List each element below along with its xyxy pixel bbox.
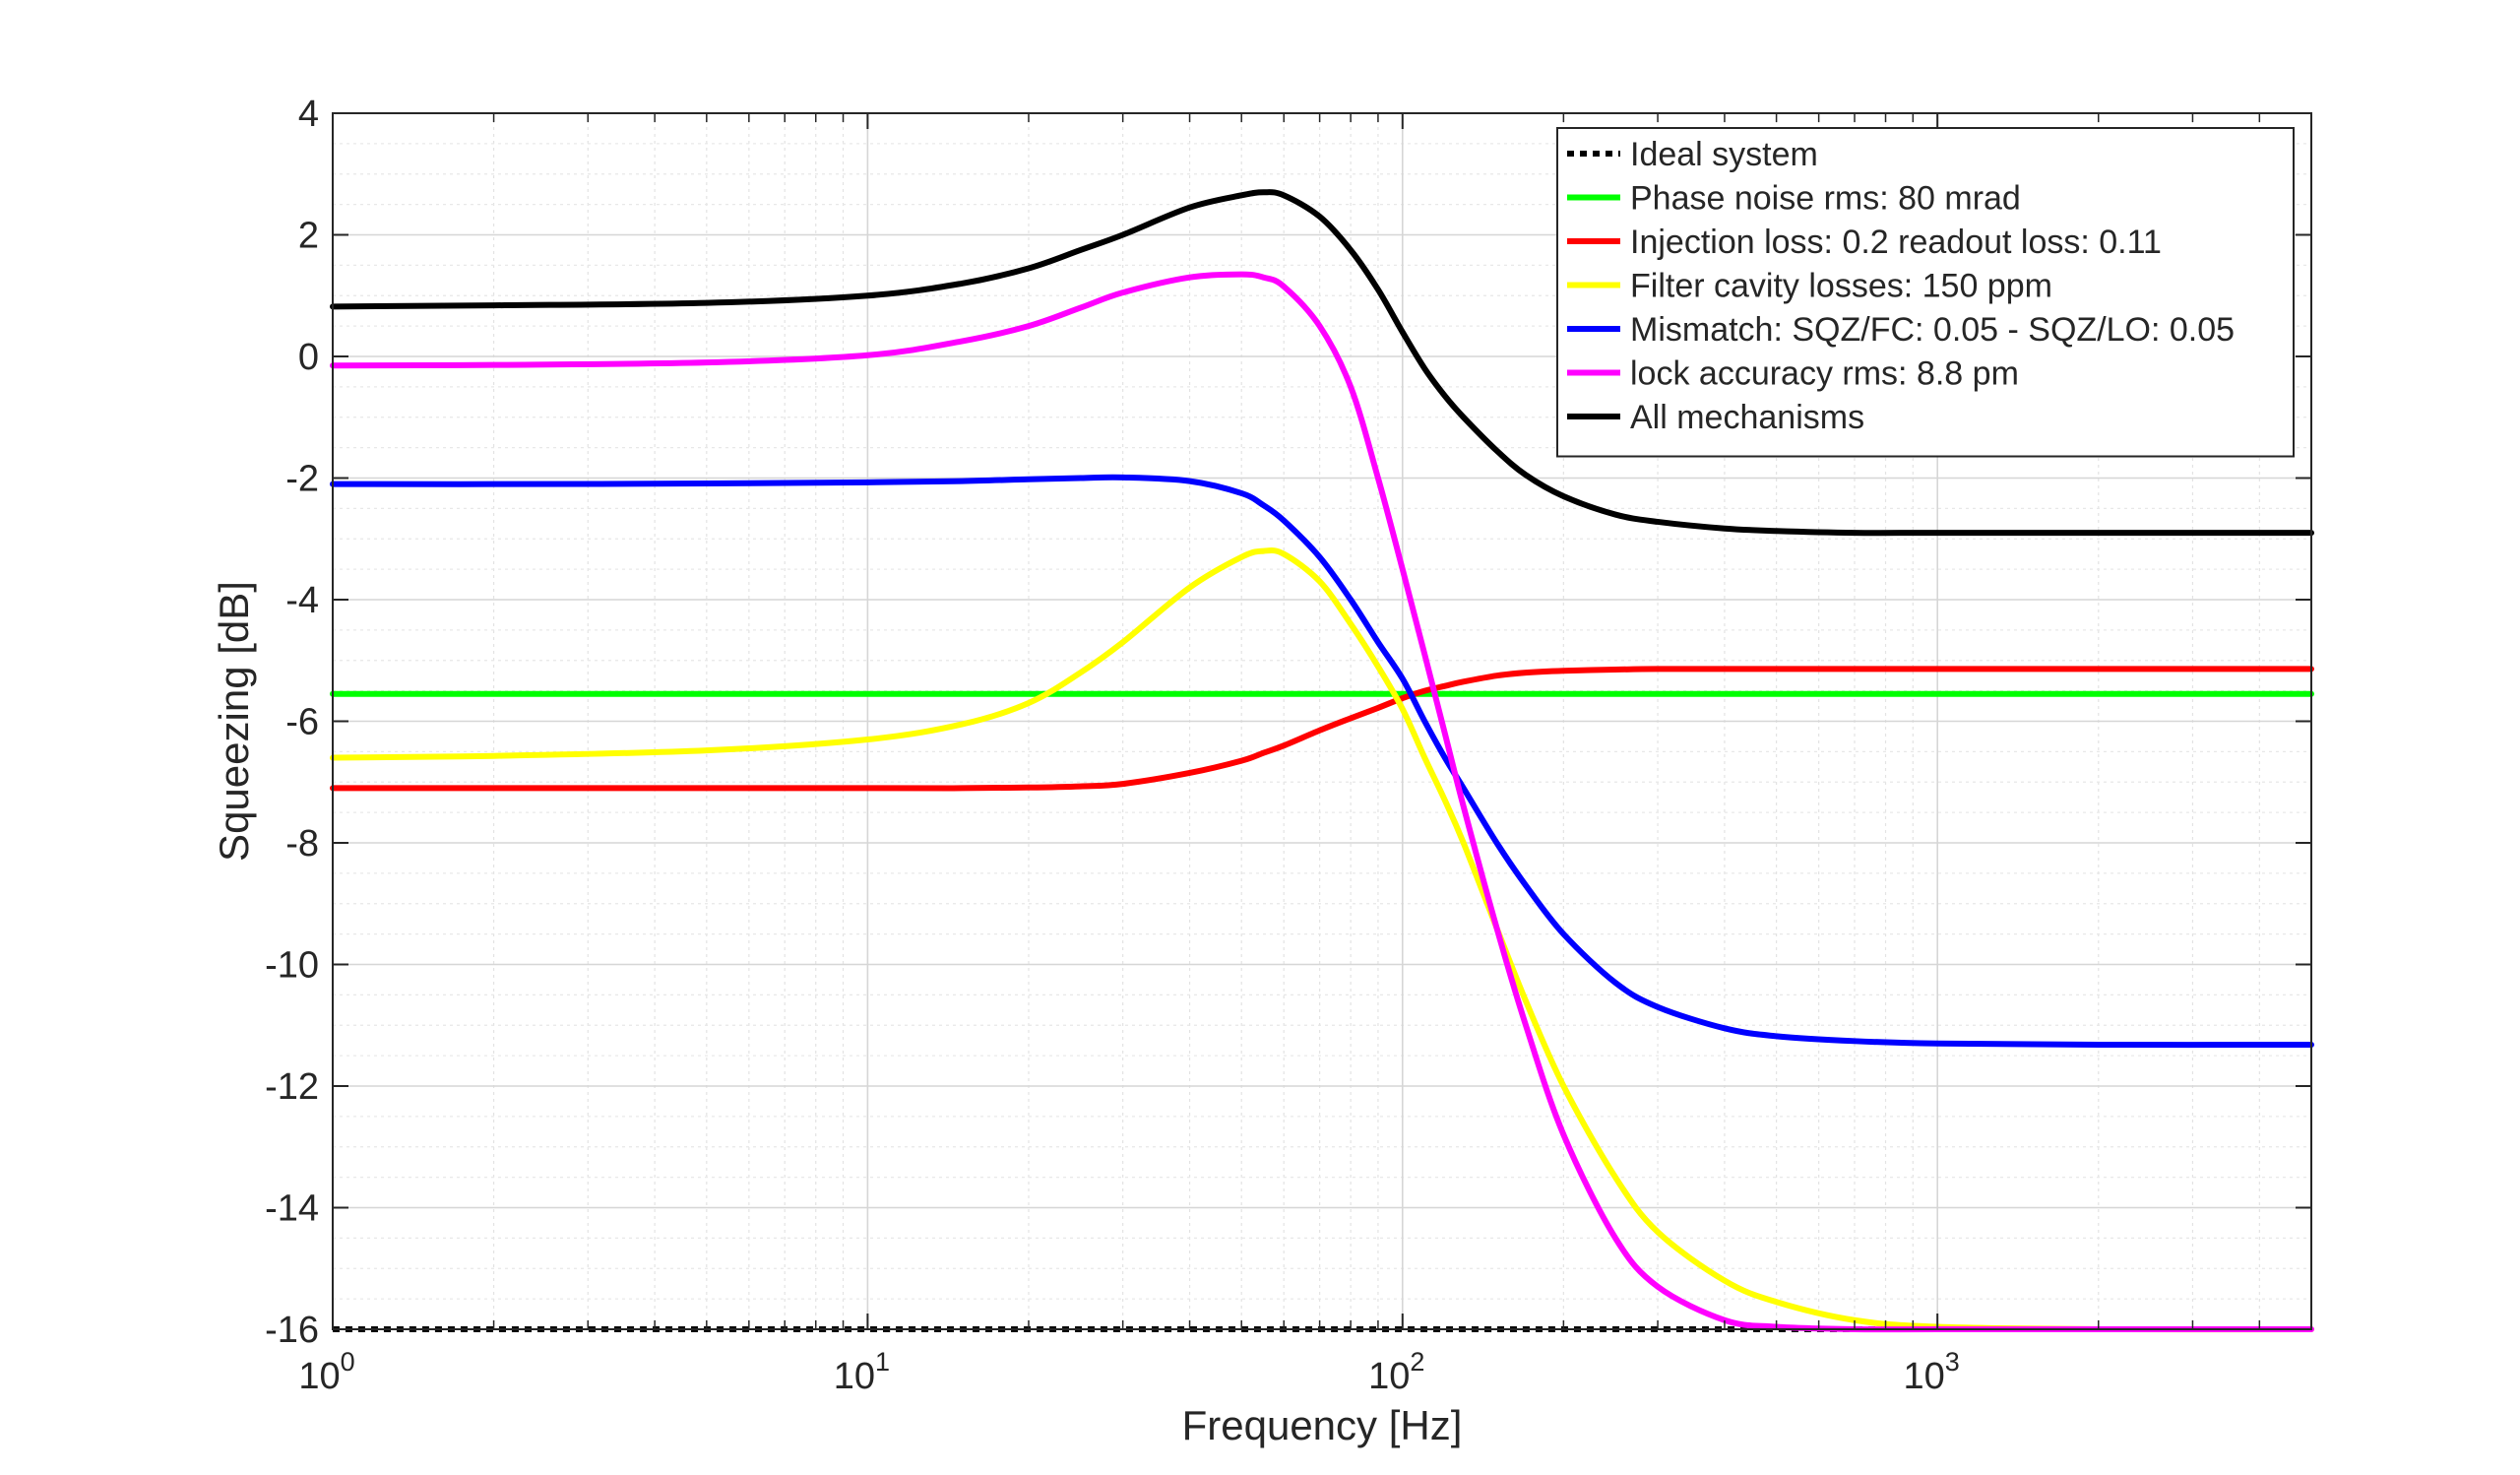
x-tick-label: 100 — [298, 1347, 354, 1397]
series-line-7 — [330, 189, 2314, 537]
y-tick-label: -14 — [265, 1188, 319, 1230]
y-tick-label: -10 — [265, 945, 319, 987]
y-tick-label: -4 — [285, 580, 319, 621]
legend-entry: Mismatch: SQZ/FC: 0.05 - SQZ/LO: 0.05 — [1630, 311, 2235, 349]
x-axis-label: Frequency [Hz] — [1182, 1402, 1463, 1448]
x-tick-label: 101 — [834, 1347, 890, 1397]
legend-entry: Injection loss: 0.2 readout loss: 0.11 — [1630, 224, 2162, 261]
y-tick-label: 0 — [298, 337, 319, 378]
series-line-4 — [330, 546, 2314, 1333]
ticks — [332, 112, 2312, 1330]
series-line-5 — [330, 474, 2314, 1049]
y-tick-label: -6 — [285, 702, 319, 743]
x-tick-labels: 100 101 102 103 — [298, 1347, 1959, 1397]
legend-entry: Ideal system — [1630, 136, 1818, 173]
series-line-6 — [330, 271, 2314, 1333]
y-tick-labels: 4 2 0 -2 -4 -6 -8 -10 -12 -14 -16 — [265, 94, 319, 1351]
legend: Ideal system Phase noise rms: 80 mrad Inje… — [1556, 127, 2295, 458]
x-tick-label: 103 — [1904, 1347, 1960, 1397]
series-line-3 — [330, 666, 2314, 792]
x-tick-label: 102 — [1368, 1347, 1424, 1397]
legend-box — [1556, 127, 2295, 458]
y-tick-label: -8 — [285, 823, 319, 865]
y-tick-label: -16 — [265, 1310, 319, 1351]
legend-entry: All mechanisms — [1630, 399, 1864, 436]
y-tick-label: 4 — [298, 94, 319, 135]
legend-entry: Filter cavity losses: 150 ppm — [1630, 268, 2052, 305]
legend-entry: Phase noise rms: 80 mrad — [1630, 180, 2021, 218]
y-tick-label: -12 — [265, 1066, 319, 1108]
y-tick-label: -2 — [285, 459, 319, 500]
y-tick-label: 2 — [298, 216, 319, 257]
legend-entry: lock accuracy rms: 8.8 pm — [1630, 355, 2019, 393]
y-axis-label: Squeezing [dB] — [211, 581, 257, 862]
